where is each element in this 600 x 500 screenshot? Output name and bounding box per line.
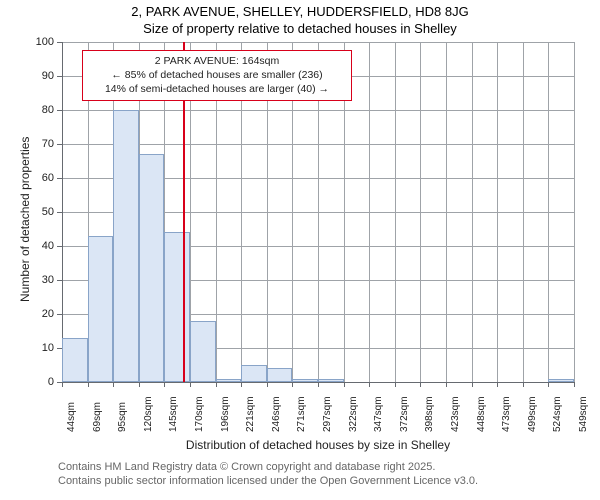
x-tick — [574, 382, 575, 387]
title-line2: Size of property relative to detached ho… — [0, 21, 600, 38]
x-tick-label: 549sqm — [578, 396, 589, 432]
x-tick-label: 448sqm — [476, 396, 487, 432]
x-tick-label: 473sqm — [501, 396, 512, 432]
y-tick-label: 80 — [26, 104, 54, 116]
grid-line — [523, 42, 524, 382]
footer-line1: Contains HM Land Registry data © Crown c… — [58, 460, 478, 474]
y-tick-label: 50 — [26, 206, 54, 218]
annotation-line: 14% of semi-detached houses are larger (… — [89, 82, 345, 96]
x-tick-label: 95sqm — [117, 402, 128, 432]
histogram-bar — [267, 368, 293, 382]
histogram-bar — [292, 379, 318, 382]
grid-line — [395, 42, 396, 382]
histogram-bar — [88, 236, 114, 382]
histogram-bar — [139, 154, 165, 382]
histogram-bar — [164, 232, 190, 382]
annotation-line: 2 PARK AVENUE: 164sqm — [89, 54, 345, 68]
y-tick-label: 0 — [26, 376, 54, 388]
y-tick-label: 10 — [26, 342, 54, 354]
chart-container: 2, PARK AVENUE, SHELLEY, HUDDERSFIELD, H… — [0, 0, 600, 500]
grid-line — [446, 42, 447, 382]
x-tick-label: 524sqm — [552, 396, 563, 432]
x-tick-label: 221sqm — [245, 396, 256, 432]
y-tick-label: 30 — [26, 274, 54, 286]
title-line1: 2, PARK AVENUE, SHELLEY, HUDDERSFIELD, H… — [0, 4, 600, 21]
x-tick-label: 271sqm — [296, 396, 307, 432]
x-tick-label: 145sqm — [168, 396, 179, 432]
x-tick-label: 297sqm — [322, 396, 333, 432]
chart-title: 2, PARK AVENUE, SHELLEY, HUDDERSFIELD, H… — [0, 0, 600, 38]
y-tick-label: 100 — [26, 36, 54, 48]
x-tick-label: 322sqm — [348, 396, 359, 432]
x-axis-label: Distribution of detached houses by size … — [62, 438, 574, 452]
x-tick-label: 170sqm — [194, 396, 205, 432]
grid-line — [420, 42, 421, 382]
histogram-bar — [190, 321, 216, 382]
y-tick-label: 70 — [26, 138, 54, 150]
attribution-footer: Contains HM Land Registry data © Crown c… — [58, 460, 478, 489]
histogram-bar — [216, 379, 242, 382]
histogram-bar — [318, 379, 344, 382]
grid-line — [497, 42, 498, 382]
property-annotation: 2 PARK AVENUE: 164sqm← 85% of detached h… — [82, 50, 352, 101]
x-tick-label: 499sqm — [527, 396, 538, 432]
grid-line — [548, 42, 549, 382]
x-tick-label: 69sqm — [92, 402, 103, 432]
x-tick-label: 44sqm — [66, 402, 77, 432]
x-tick-label: 347sqm — [373, 396, 384, 432]
histogram-bar — [62, 338, 88, 382]
grid-line — [369, 42, 370, 382]
y-axis-line — [62, 42, 63, 382]
annotation-line: ← 85% of detached houses are smaller (23… — [89, 68, 345, 82]
x-tick-label: 398sqm — [424, 396, 435, 432]
histogram-bar — [113, 110, 139, 382]
x-tick-label: 120sqm — [143, 396, 154, 432]
x-tick-label: 246sqm — [271, 396, 282, 432]
y-tick-label: 60 — [26, 172, 54, 184]
x-axis-line — [62, 382, 574, 383]
histogram-bar — [241, 365, 267, 382]
histogram-bar — [548, 379, 574, 382]
footer-line2: Contains public sector information licen… — [58, 474, 478, 488]
y-tick-label: 40 — [26, 240, 54, 252]
x-tick-label: 423sqm — [450, 396, 461, 432]
x-tick-label: 196sqm — [220, 396, 231, 432]
y-tick-label: 90 — [26, 70, 54, 82]
x-tick-label: 372sqm — [399, 396, 410, 432]
y-tick-label: 20 — [26, 308, 54, 320]
grid-line — [472, 42, 473, 382]
grid-line — [574, 42, 575, 382]
